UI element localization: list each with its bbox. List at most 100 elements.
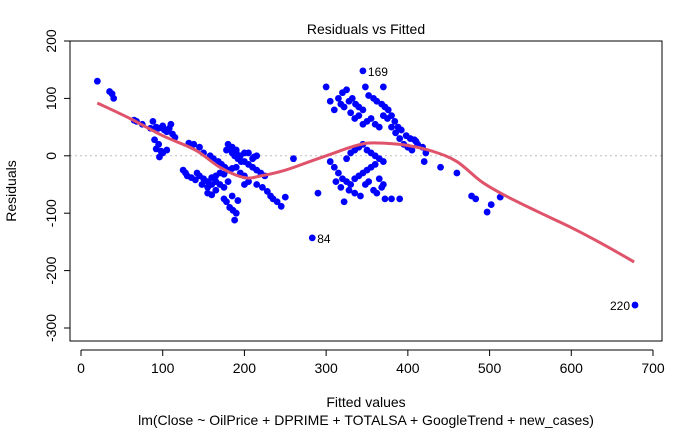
x-tick-label: 300 (314, 360, 338, 376)
data-points (93, 67, 639, 309)
data-point (351, 189, 359, 197)
x-axis-title: Fitted values (326, 394, 405, 410)
data-point (357, 192, 364, 200)
y-tick-label: 100 (43, 87, 59, 111)
y-axis-title: Residuals (3, 160, 19, 221)
data-point (314, 189, 322, 197)
data-point (388, 112, 395, 120)
x-tick-label: 100 (151, 360, 175, 376)
y-tick-label: -100 (43, 199, 59, 227)
data-point (93, 77, 101, 85)
data-point (322, 83, 330, 91)
data-point (232, 209, 240, 217)
data-point (232, 149, 240, 157)
data-point (396, 135, 404, 142)
data-point (281, 193, 289, 201)
data-point (388, 123, 395, 131)
data-point (220, 195, 228, 203)
data-point (343, 155, 350, 163)
data-point (379, 158, 387, 165)
data-point (375, 123, 383, 131)
data-point (379, 83, 387, 91)
data-point (371, 161, 379, 168)
data-point (348, 95, 356, 102)
point-label: 169 (368, 65, 388, 79)
data-point (420, 158, 428, 165)
data-point (277, 202, 285, 210)
x-tick-label: 600 (560, 360, 584, 376)
data-point (337, 183, 345, 191)
data-point (245, 178, 252, 186)
data-point (241, 149, 248, 157)
x-axis: 0 100 200 300 400 500 600 700 (77, 349, 665, 376)
data-point (388, 195, 395, 203)
data-point (234, 197, 242, 204)
chart-title: Residuals vs Fitted (307, 21, 425, 37)
chart-subtitle: lm(Close ~ OilPrice + DPRIME + TOTALSA +… (138, 412, 594, 428)
x-tick-label: 500 (478, 360, 502, 376)
y-tick-label: -200 (43, 256, 59, 284)
data-point (487, 201, 495, 208)
data-point (259, 183, 266, 191)
data-point (361, 83, 369, 91)
data-point (330, 106, 338, 114)
data-point (326, 97, 334, 105)
data-point (332, 178, 340, 186)
data-point (359, 67, 367, 75)
data-point (253, 181, 261, 188)
point-label: 220 (610, 299, 630, 313)
data-point (167, 120, 175, 128)
data-point (208, 191, 216, 199)
data-point (273, 198, 281, 206)
data-point (224, 178, 232, 186)
data-point (355, 112, 363, 120)
data-point (373, 97, 381, 105)
data-point (228, 192, 236, 200)
data-point (483, 208, 491, 216)
data-point (250, 153, 258, 161)
data-point (308, 234, 316, 242)
data-point (437, 163, 444, 171)
data-point (290, 155, 297, 163)
data-point (335, 95, 342, 102)
data-point (396, 195, 404, 203)
data-point (340, 198, 348, 206)
data-point (193, 169, 201, 177)
data-point (365, 92, 373, 99)
x-tick-label: 400 (396, 360, 420, 376)
y-axis: -300 -200 -100 0 100 200 (43, 29, 71, 342)
data-point (343, 86, 350, 94)
data-point (381, 195, 389, 203)
x-tick-label: 0 (77, 360, 85, 376)
point-label: 84 (317, 232, 331, 246)
data-point (472, 195, 480, 203)
smooth-trend-line (96, 101, 635, 264)
data-point (373, 189, 381, 197)
data-point (220, 183, 228, 191)
data-point (196, 143, 203, 151)
data-point (326, 158, 334, 165)
data-point (232, 163, 240, 171)
data-point (330, 163, 338, 171)
data-point (391, 117, 399, 125)
data-point (367, 115, 375, 122)
data-point (384, 106, 392, 114)
data-point (365, 178, 373, 186)
x-tick-label: 200 (233, 360, 257, 376)
y-tick-label: -300 (43, 314, 59, 342)
data-point (156, 153, 163, 161)
data-point (149, 117, 157, 125)
data-point (335, 169, 342, 177)
data-point (151, 136, 158, 144)
point-labels: 169 84 220 (317, 65, 630, 313)
data-point (198, 181, 206, 188)
data-point (163, 146, 171, 154)
data-point (392, 129, 399, 137)
data-point (231, 216, 239, 224)
x-tick-label: 700 (641, 360, 665, 376)
data-point (375, 175, 383, 183)
data-point (397, 126, 405, 134)
y-tick-label: 200 (43, 29, 59, 53)
y-tick-label: 0 (43, 152, 59, 160)
